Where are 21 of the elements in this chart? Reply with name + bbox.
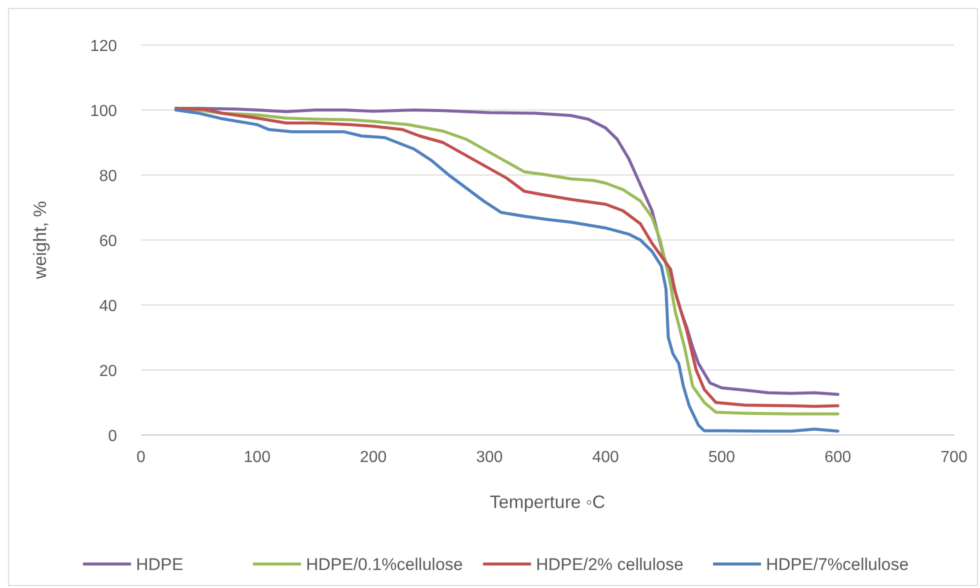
x-tick-label: 600 [824,449,852,466]
x-tick-label: 0 [136,449,146,466]
x-tick-label: 300 [476,449,503,466]
x-tick-label: 400 [592,449,620,466]
x-tick-label: 700 [940,449,968,466]
y-tick-label: 120 [90,38,118,55]
y-tick-label: 20 [99,363,118,380]
y-tick-label: 100 [90,103,118,120]
legend-label: HDPE [136,555,184,574]
y-tick-label: 60 [99,233,118,250]
legend-label: HDPE/2% cellulose [536,555,684,574]
y-tick-label: 40 [99,298,118,315]
legend-label: HDPE/0.1%cellulose [306,555,463,574]
x-tick-label: 100 [244,449,271,466]
x-tick-label: 500 [708,449,736,466]
x-axis-title: Temperture ◦C [490,492,606,512]
x-tick-label: 200 [360,449,387,466]
y-axis-title: weight, % [30,200,50,280]
y-tick-label: 80 [99,168,118,185]
y-tick-label: 0 [108,428,118,445]
legend-label: HDPE/7%cellulose [766,555,909,574]
